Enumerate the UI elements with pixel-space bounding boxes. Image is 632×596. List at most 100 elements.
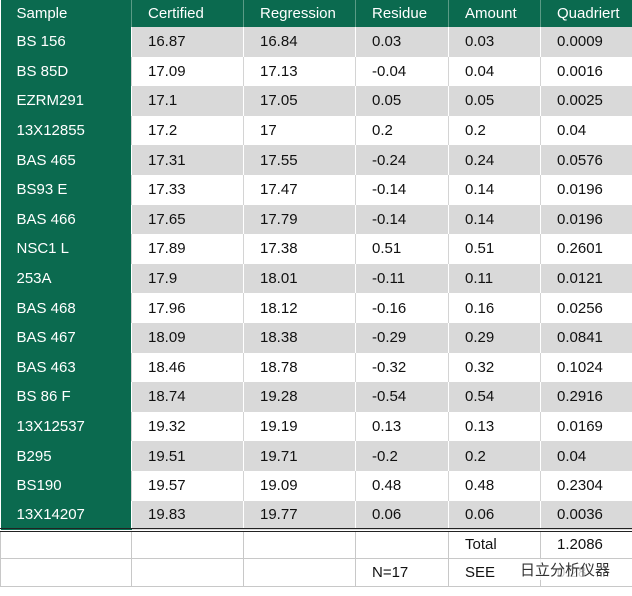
table-row: BS 156 16.87 16.84 0.03 0.03 0.0009	[0, 27, 632, 57]
value-cell: -0.11	[355, 263, 449, 294]
sample-cell: EZRM291	[0, 86, 132, 116]
value-cell: 0.14	[448, 204, 541, 235]
sample-cell: 13X14207	[0, 500, 132, 531]
value-cell: 0.05	[448, 86, 541, 116]
table-row: 13X12537 19.32 19.19 0.13 0.13 0.0169	[0, 411, 632, 442]
value-cell: 17.89	[131, 234, 244, 264]
value-cell: 17.13	[243, 56, 356, 87]
sample-cell: 13X12855	[0, 115, 132, 146]
table-row: 13X14207 19.83 19.77 0.06 0.06 0.0036	[0, 500, 632, 531]
value-cell: 18.09	[131, 322, 244, 353]
value-cell: 18.46	[131, 352, 244, 383]
value-cell: 0.0025	[540, 86, 632, 116]
sample-cell: BAS 466	[0, 204, 132, 235]
value-cell: 19.83	[131, 500, 244, 531]
sample-cell: BAS 465	[0, 145, 132, 175]
table-row: EZRM291 17.1 17.05 0.05 0.05 0.0025	[0, 86, 632, 116]
value-cell: 17.55	[243, 145, 356, 175]
value-cell: -0.32	[355, 352, 449, 383]
value-cell: 0.16	[448, 293, 541, 323]
value-cell: 19.09	[243, 470, 356, 501]
table-row: BAS 467 18.09 18.38 -0.29 0.29 0.0841	[0, 322, 632, 353]
value-cell: 17.79	[243, 204, 356, 235]
value-cell: 0.51	[448, 234, 541, 264]
sample-cell: BS 85D	[0, 56, 132, 87]
sample-cell: 253A	[0, 263, 132, 294]
value-cell: 17.1	[131, 86, 244, 116]
sample-cell: BAS 463	[0, 352, 132, 383]
value-cell: 0.2916	[540, 382, 632, 412]
value-cell: -0.54	[355, 382, 449, 412]
value-cell: 0.51	[355, 234, 449, 264]
value-cell: 0.05	[355, 86, 449, 116]
value-cell: 16.87	[131, 27, 244, 57]
sample-cell: BS 86 F	[0, 382, 132, 412]
value-cell: 17.96	[131, 293, 244, 323]
value-cell: -0.29	[355, 322, 449, 353]
value-cell: 0.0169	[540, 411, 632, 442]
value-cell: -0.2	[355, 441, 449, 471]
value-cell: 0.13	[355, 411, 449, 442]
header-cell: Residue	[355, 0, 449, 27]
value-cell: 0.0121	[540, 263, 632, 294]
value-cell: 0.11	[448, 263, 541, 294]
footer-cell	[355, 528, 449, 559]
value-cell: 17.33	[131, 174, 244, 205]
value-cell: 19.28	[243, 382, 356, 412]
header-cell: Sample	[0, 0, 132, 27]
value-cell: 19.77	[243, 500, 356, 531]
value-cell: 17.31	[131, 145, 244, 175]
value-cell: 17.05	[243, 86, 356, 116]
value-cell: 19.51	[131, 441, 244, 471]
value-cell: 17.65	[131, 204, 244, 235]
value-cell: 17.09	[131, 56, 244, 87]
value-cell: 0.03	[355, 27, 449, 57]
value-cell: 18.38	[243, 322, 356, 353]
table-row: BAS 468 17.96 18.12 -0.16 0.16 0.0256	[0, 293, 632, 323]
value-cell: 17.47	[243, 174, 356, 205]
value-cell: 17	[243, 115, 356, 146]
value-cell: 0.54	[448, 382, 541, 412]
value-cell: 0.06	[355, 500, 449, 531]
footer-cell: N=17	[355, 557, 449, 587]
value-cell: 0.2	[448, 441, 541, 471]
value-cell: 0.04	[448, 56, 541, 87]
value-cell: 0.0841	[540, 322, 632, 353]
table-row: BAS 465 17.31 17.55 -0.24 0.24 0.0576	[0, 145, 632, 175]
value-cell: -0.14	[355, 204, 449, 235]
table-row: B295 19.51 19.71 -0.2 0.2 0.04	[0, 441, 632, 471]
table-row: NSC1 L 17.89 17.38 0.51 0.51 0.2601	[0, 234, 632, 264]
value-cell: 0.0016	[540, 56, 632, 87]
footer-cell	[243, 557, 356, 587]
header-cell: Amount	[448, 0, 541, 27]
value-cell: 19.71	[243, 441, 356, 471]
table-row: BS 86 F 18.74 19.28 -0.54 0.54 0.2916	[0, 382, 632, 412]
value-cell: 18.78	[243, 352, 356, 383]
sample-cell: BS190	[0, 470, 132, 501]
value-cell: 0.06	[448, 500, 541, 531]
value-cell: 0.0576	[540, 145, 632, 175]
footer-cell: 1.2086	[540, 528, 632, 559]
value-cell: 0.48	[448, 470, 541, 501]
value-cell: 0.2	[448, 115, 541, 146]
value-cell: 0.14	[448, 174, 541, 205]
header-cell: Certified	[131, 0, 244, 27]
table-row: BS93 E 17.33 17.47 -0.14 0.14 0.0196	[0, 174, 632, 205]
value-cell: 0.48	[355, 470, 449, 501]
value-cell: 17.38	[243, 234, 356, 264]
value-cell: 18.01	[243, 263, 356, 294]
value-cell: 0.0196	[540, 204, 632, 235]
value-cell: -0.14	[355, 174, 449, 205]
header-cell: Regression	[243, 0, 356, 27]
value-cell: 0.1024	[540, 352, 632, 383]
value-cell: 0.24	[448, 145, 541, 175]
value-cell: 0.04	[540, 115, 632, 146]
value-cell: 19.19	[243, 411, 356, 442]
value-cell: 0.32	[448, 352, 541, 383]
value-cell: -0.16	[355, 293, 449, 323]
sample-cell: 13X12537	[0, 411, 132, 442]
value-cell: 0.29	[448, 322, 541, 353]
